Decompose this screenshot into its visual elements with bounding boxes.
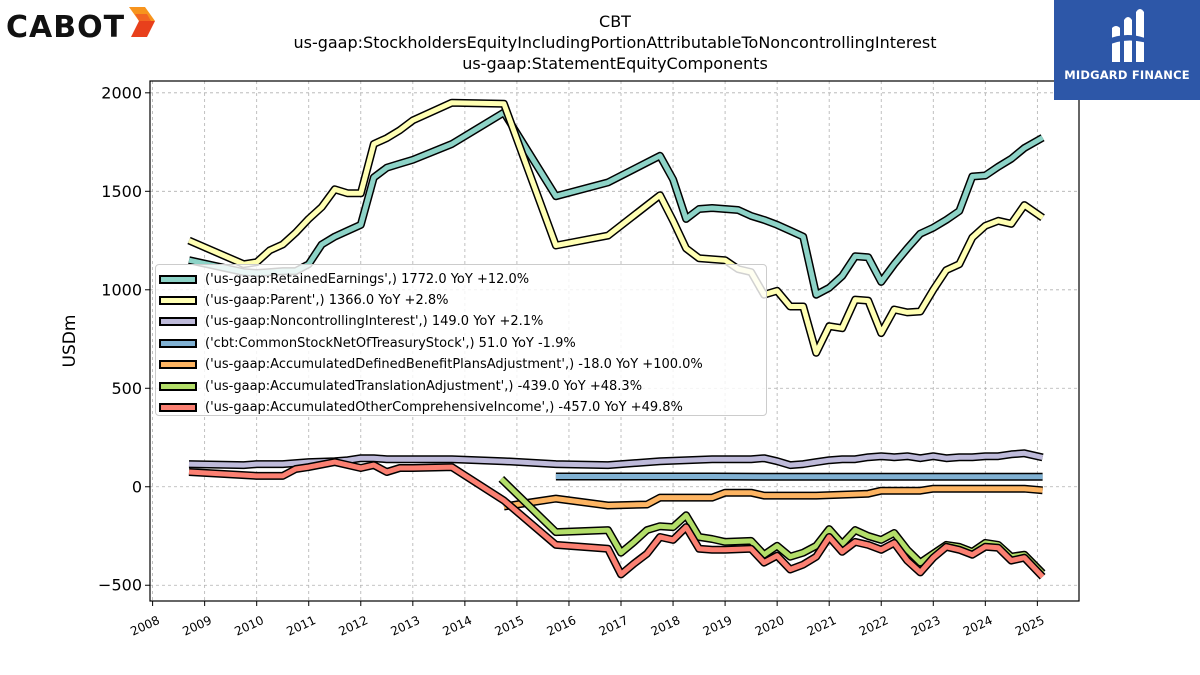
- legend-swatch: [159, 360, 197, 370]
- plot-frame: [149, 80, 1080, 602]
- x-tick-label: 2021: [805, 613, 839, 639]
- y-tick-label: 0: [132, 477, 142, 496]
- legend-label: ('us-gaap:NoncontrollingInterest',) 149.…: [205, 314, 544, 330]
- legend-label: ('us-gaap:AccumulatedOtherComprehensiveI…: [205, 399, 683, 415]
- series-line: [503, 486, 1043, 509]
- x-tick-label: 2024: [961, 613, 995, 639]
- x-tick-label: 2008: [128, 613, 162, 639]
- x-tick-label: 2014: [441, 613, 475, 639]
- legend-item: ('us-gaap:AccumulatedOtherComprehensiveI…: [156, 397, 683, 417]
- y-tick-label: −500: [98, 576, 142, 595]
- x-tick-label: 2025: [1013, 613, 1047, 639]
- chart-legend: ('us-gaap:RetainedEarnings',) 1772.0 YoY…: [155, 264, 767, 416]
- midgard-finance-logo: MIDGARD FINANCE: [1054, 0, 1200, 100]
- x-tick-label: 2013: [388, 613, 422, 639]
- y-tick-label: 1500: [101, 182, 142, 201]
- x-tick-label: 2023: [909, 613, 943, 639]
- series-0: [188, 108, 1045, 299]
- legend-label: ('us-gaap:AccumulatedTranslationAdjustme…: [205, 378, 643, 394]
- midgard-emblem-icon: [1106, 9, 1150, 62]
- legend-label: ('us-gaap:RetainedEarnings',) 1772.0 YoY…: [205, 271, 530, 287]
- chart-titles: CBT us-gaap:StockholdersEquityIncludingP…: [215, 11, 1015, 74]
- y-axis: −500 0 500 1000 1500 2000: [98, 83, 150, 595]
- legend-label: ('us-gaap:AccumulatedDefinedBenefitPlans…: [205, 357, 703, 373]
- y-tick-label: 500: [111, 379, 142, 398]
- legend-swatch: [159, 402, 197, 412]
- series-line: [188, 110, 1044, 298]
- series-line: [188, 100, 1045, 356]
- legend-swatch: [159, 274, 197, 284]
- x-tick-label: 2019: [701, 613, 735, 639]
- cabot-flame-icon: [129, 6, 156, 37]
- legend-item: ('us-gaap:AccumulatedTranslationAdjustme…: [156, 376, 642, 396]
- x-tick-label: 2018: [649, 613, 683, 639]
- series-6: [188, 458, 1046, 580]
- legend-item: ('us-gaap:AccumulatedDefinedBenefitPlans…: [156, 355, 703, 375]
- series-2: [188, 449, 1044, 470]
- x-tick-label: 2020: [753, 613, 787, 639]
- legend-item: ('us-gaap:NoncontrollingInterest',) 149.…: [156, 312, 543, 332]
- legend-label: ('us-gaap:Parent',) 1366.0 YoY +2.8%: [205, 292, 449, 308]
- x-tick-label: 2016: [545, 613, 579, 639]
- legend-label: ('cbt:CommonStockNetOfTreasuryStock',) 5…: [205, 335, 576, 351]
- series-4: [503, 484, 1043, 511]
- legend-swatch: [159, 295, 197, 305]
- chart-subtitle-concept: us-gaap:StockholdersEquityIncludingPorti…: [293, 33, 937, 52]
- chart-title: CBT: [599, 12, 631, 31]
- x-tick-label: 2010: [232, 613, 266, 639]
- x-tick-label: 2022: [857, 613, 891, 639]
- cabot-logo: CABOT: [6, 6, 159, 45]
- series-line: [188, 450, 1044, 468]
- chart-subtitle-axis: us-gaap:StatementEquityComponents: [462, 54, 768, 73]
- x-tick-label: 2011: [284, 613, 318, 639]
- cabot-logo-text: CABOT: [6, 10, 126, 45]
- legend-item: ('us-gaap:Parent',) 1366.0 YoY +2.8%: [156, 290, 448, 310]
- x-tick-label: 2012: [336, 613, 370, 639]
- legend-swatch: [159, 317, 197, 327]
- legend-swatch: [159, 381, 197, 391]
- legend-swatch: [159, 338, 197, 348]
- series-1: [187, 98, 1045, 357]
- x-tick-label: 2017: [597, 613, 631, 639]
- midgard-logo-text: MIDGARD FINANCE: [1064, 68, 1190, 82]
- x-tick-label: 2015: [493, 613, 527, 639]
- series-line: [188, 459, 1045, 579]
- y-axis-label: USDm: [60, 315, 80, 368]
- x-axis: 2008 2009 2010 2011 2012 2013 2014 2015 2016 2017…: [128, 601, 1047, 639]
- series-lines: [187, 98, 1046, 580]
- legend-item: ('us-gaap:RetainedEarnings',) 1772.0 YoY…: [156, 269, 529, 289]
- y-tick-label: 2000: [101, 83, 142, 102]
- legend-item: ('cbt:CommonStockNetOfTreasuryStock',) 5…: [156, 333, 576, 353]
- x-tick-label: 2009: [180, 613, 214, 639]
- y-tick-label: 1000: [101, 280, 142, 299]
